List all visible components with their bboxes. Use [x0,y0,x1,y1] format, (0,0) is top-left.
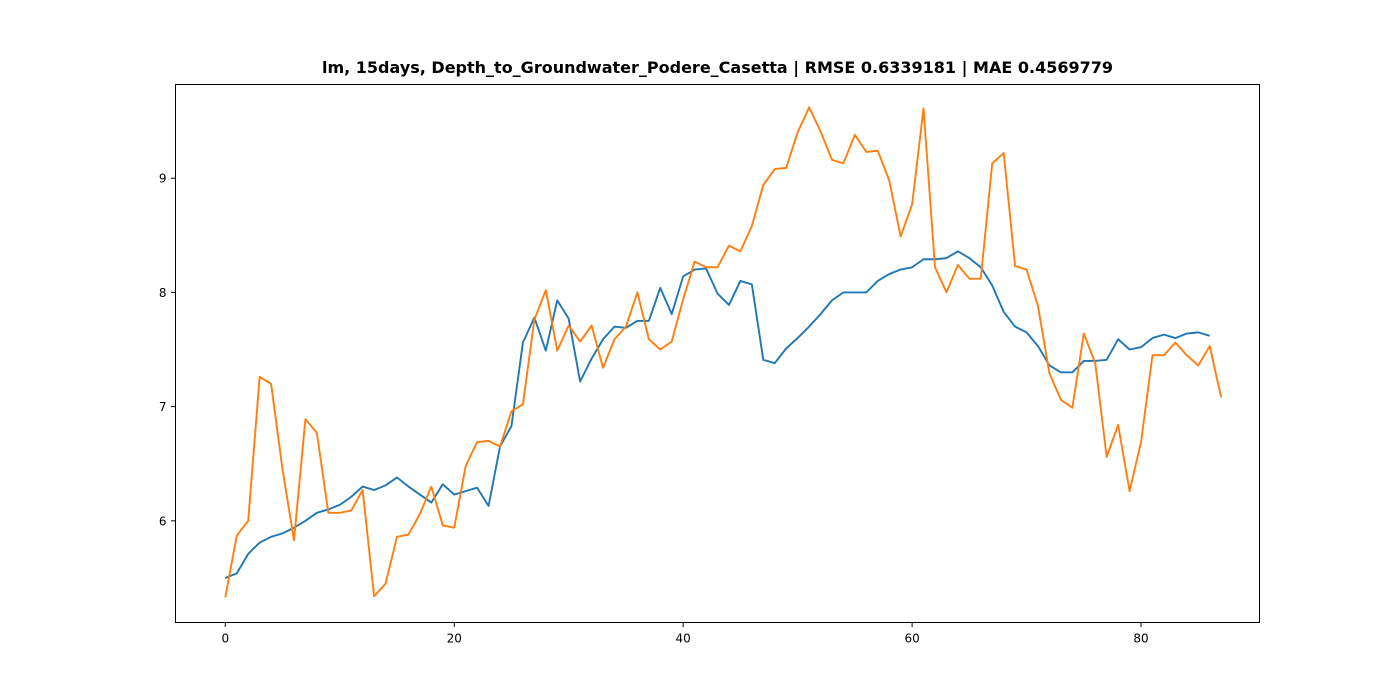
x-axis-ticks: 0 20 40 60 80 [221,622,1149,646]
series-line-2 [224,106,1223,598]
y-tick-label: 7 [159,400,167,414]
x-tick-label: 60 [904,632,919,646]
y-tick-label: 9 [159,172,167,186]
x-tick-label: 0 [221,632,229,646]
x-tick-label: 40 [676,632,691,646]
series-line-1 [224,250,1210,579]
x-tick-label: 20 [447,632,462,646]
series-lines [224,106,1223,598]
y-tick-label: 6 [159,514,167,528]
chart-title: lm, 15days, Depth_to_Groundwater_Podere_… [321,58,1113,77]
y-tick-label: 8 [159,286,167,300]
y-axis-ticks: 6 7 8 9 [159,172,176,528]
plot-frame [175,84,1260,623]
x-tick-label: 80 [1133,632,1148,646]
